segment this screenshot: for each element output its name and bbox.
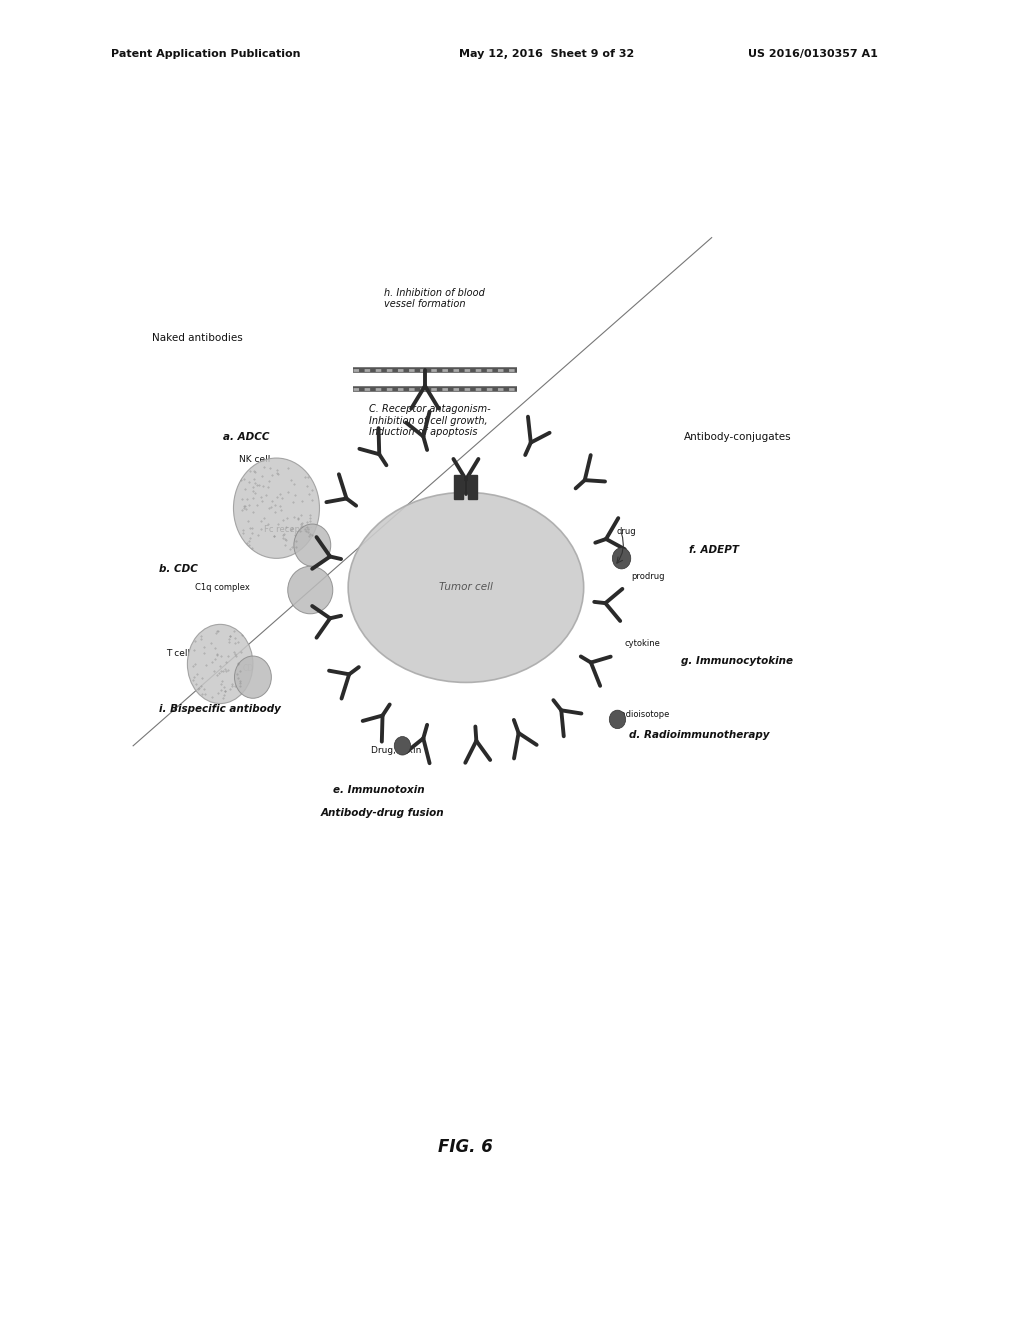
Text: f. ADEPT: f. ADEPT — [689, 545, 739, 556]
Text: US 2016/0130357 A1: US 2016/0130357 A1 — [748, 49, 878, 59]
Text: Antibody-conjugates: Antibody-conjugates — [684, 432, 792, 442]
Text: g. Immunocytokine: g. Immunocytokine — [681, 656, 793, 667]
Text: CD: CD — [243, 664, 254, 673]
Ellipse shape — [234, 656, 271, 698]
Text: e. Immunotoxin: e. Immunotoxin — [333, 785, 424, 796]
Ellipse shape — [288, 566, 333, 614]
Text: FIG. 6: FIG. 6 — [438, 1138, 494, 1156]
Ellipse shape — [348, 492, 584, 682]
Text: i. Bispecific antibody: i. Bispecific antibody — [159, 704, 281, 714]
Text: radioisotope: radioisotope — [617, 710, 670, 719]
Bar — [468, 475, 477, 499]
Text: b. CDC: b. CDC — [159, 564, 198, 574]
Ellipse shape — [233, 458, 319, 558]
Text: h. Inhibition of blood
vessel formation: h. Inhibition of blood vessel formation — [384, 288, 485, 309]
Bar — [454, 475, 463, 499]
Text: drug: drug — [616, 527, 636, 536]
Text: Patent Application Publication: Patent Application Publication — [111, 49, 300, 59]
Ellipse shape — [609, 710, 626, 729]
Ellipse shape — [612, 548, 631, 569]
Text: Antibody-drug fusion: Antibody-drug fusion — [321, 808, 444, 818]
Text: T cell: T cell — [166, 649, 190, 659]
Text: d. Radioimmunotherapy: d. Radioimmunotherapy — [629, 730, 769, 741]
Text: Tumor cell: Tumor cell — [439, 582, 493, 593]
Ellipse shape — [187, 624, 253, 704]
Text: Drug, toxin: Drug, toxin — [371, 746, 421, 755]
Text: cytokine: cytokine — [625, 639, 660, 648]
Text: C1q complex: C1q complex — [195, 583, 250, 593]
Ellipse shape — [294, 524, 331, 566]
Text: Fc receptor: Fc receptor — [264, 525, 312, 535]
Text: prodrug: prodrug — [631, 572, 665, 581]
Text: C. Receptor antagonism-
Inhibition of cell growth,
Induction of apoptosis: C. Receptor antagonism- Inhibition of ce… — [369, 404, 490, 437]
Text: NK cell: NK cell — [239, 455, 270, 465]
Text: May 12, 2016  Sheet 9 of 32: May 12, 2016 Sheet 9 of 32 — [459, 49, 634, 59]
Ellipse shape — [394, 737, 411, 755]
Text: a. ADCC: a. ADCC — [223, 432, 269, 442]
Text: Naked antibodies: Naked antibodies — [152, 333, 243, 343]
